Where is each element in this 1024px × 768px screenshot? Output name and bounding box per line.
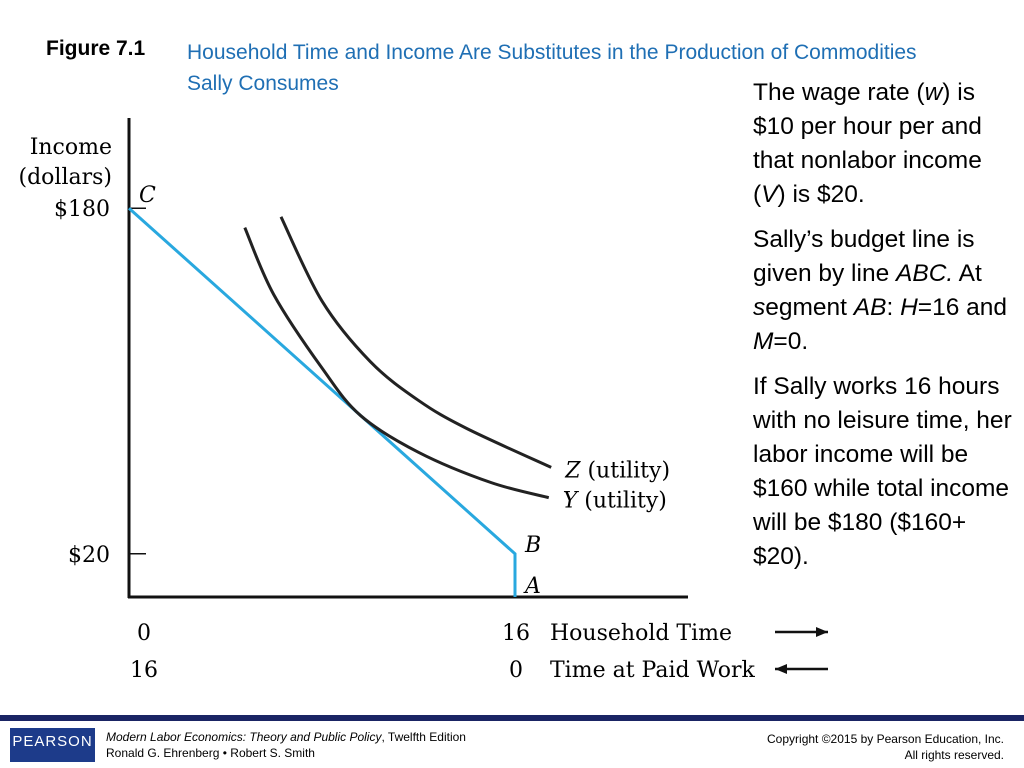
arrowhead-right-icon xyxy=(816,627,828,637)
x-axis-label: Time at Paid Work xyxy=(550,658,755,683)
note-budget-line: Sally’s budget line is given by line ABC… xyxy=(753,226,1008,355)
curve-label-y: Y (utility) xyxy=(563,489,667,514)
indifference-curve-y xyxy=(243,227,550,500)
figure-title: Household Time and Income Are Substitute… xyxy=(187,41,917,95)
note-wage: The wage rate (w) is $10 per hour per an… xyxy=(753,79,982,208)
point-label-b: B xyxy=(524,533,541,558)
x-tick-label: 16 xyxy=(502,621,530,646)
y-axis-label: Income xyxy=(30,135,112,160)
book-citation: Modern Labor Economics: Theory and Publi… xyxy=(106,730,466,760)
x-tick-label: 0 xyxy=(137,621,151,646)
y-tick-label: $20 xyxy=(68,543,110,568)
figure-label: Figure 7.1 xyxy=(46,37,146,60)
footer-divider xyxy=(0,715,1024,721)
arrowhead-left-icon xyxy=(775,664,787,674)
x-tick-label: 0 xyxy=(509,658,523,683)
budget-line-abc xyxy=(127,207,517,597)
indifference-curve-z xyxy=(279,216,552,469)
point-label-c: C xyxy=(139,183,156,208)
y-axis-label: (dollars) xyxy=(19,165,113,190)
note-income: If Sally works 16 hours with no leisure … xyxy=(753,373,1012,570)
copyright: Copyright ©2015 by Pearson Education, In… xyxy=(767,732,1004,762)
y-tick-label: $180 xyxy=(54,197,110,222)
curve-label-z: Z (utility) xyxy=(564,458,670,483)
x-tick-label: 16 xyxy=(130,658,158,683)
budget-diagram: Income (dollars) $180 $20 C BA Y (utility) Z (u… xyxy=(19,118,828,683)
explanation-notes: The wage rate (w) is $10 per hour per an… xyxy=(753,76,1018,585)
x-axis-label: Household Time xyxy=(550,621,732,646)
pearson-logo: PEARSON xyxy=(10,728,95,762)
point-label-a: A xyxy=(523,574,541,599)
